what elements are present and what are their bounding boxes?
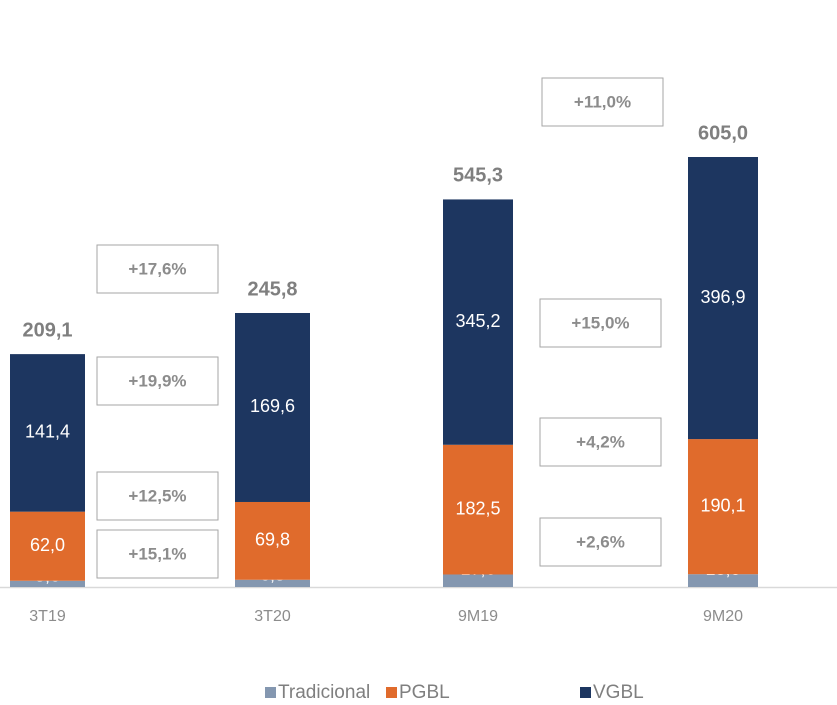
growth-box [541, 77, 664, 127]
growth-label: +15,1% [128, 544, 186, 563]
growth-box [539, 517, 662, 567]
bar-segment [688, 574, 758, 587]
value-label: 69,8 [255, 530, 290, 550]
growth-label: +15,0% [571, 313, 629, 332]
legend-label: PGBL [399, 682, 450, 703]
growth-label: +19,9% [128, 371, 186, 390]
growth-box [539, 417, 662, 467]
growth-label: +12,5% [128, 486, 186, 505]
growth-label: +4,2% [576, 432, 625, 451]
growth-label: +17,6% [128, 259, 186, 278]
x-tick-label: 9M20 [703, 608, 743, 625]
value-label: 141,4 [25, 422, 70, 442]
total-label: 245,8 [247, 278, 297, 300]
legend-swatch [386, 687, 397, 698]
growth-box [96, 244, 219, 294]
x-tick-label: 3T20 [254, 608, 291, 625]
bar-segment [443, 574, 513, 587]
legend-swatch [580, 687, 591, 698]
x-tick-label: 9M19 [458, 608, 498, 625]
total-label: 545,3 [453, 165, 503, 187]
bar-segment [443, 444, 513, 575]
legend-swatch [265, 687, 276, 698]
legend-label: Tradicional [278, 682, 370, 703]
growth-box [96, 471, 219, 521]
growth-box [539, 298, 662, 348]
value-label: 345,2 [455, 311, 500, 331]
bar-segment [10, 580, 85, 587]
bar-segment [235, 579, 310, 587]
growth-label: +11,0% [574, 92, 631, 111]
growth-label: +2,6% [576, 532, 625, 551]
value-label: 182,5 [455, 498, 500, 518]
growth-box [96, 529, 219, 579]
bar-segment [10, 511, 85, 581]
x-tick-label: 3T19 [29, 608, 66, 625]
legend-label: VGBL [593, 682, 644, 703]
value-label: 169,6 [250, 396, 295, 416]
bar-segment [443, 199, 513, 445]
value-label: 396,9 [700, 287, 745, 307]
bar-segment [235, 501, 310, 580]
bar-segment [235, 313, 310, 502]
total-label: 605,0 [698, 122, 748, 144]
total-label: 209,1 [22, 319, 72, 341]
value-label: 62,0 [30, 535, 65, 555]
bar-segment [688, 439, 758, 575]
bar-segment [688, 157, 758, 440]
value-label: 190,1 [700, 495, 745, 515]
bar-segment [10, 354, 85, 512]
growth-box [96, 356, 219, 406]
